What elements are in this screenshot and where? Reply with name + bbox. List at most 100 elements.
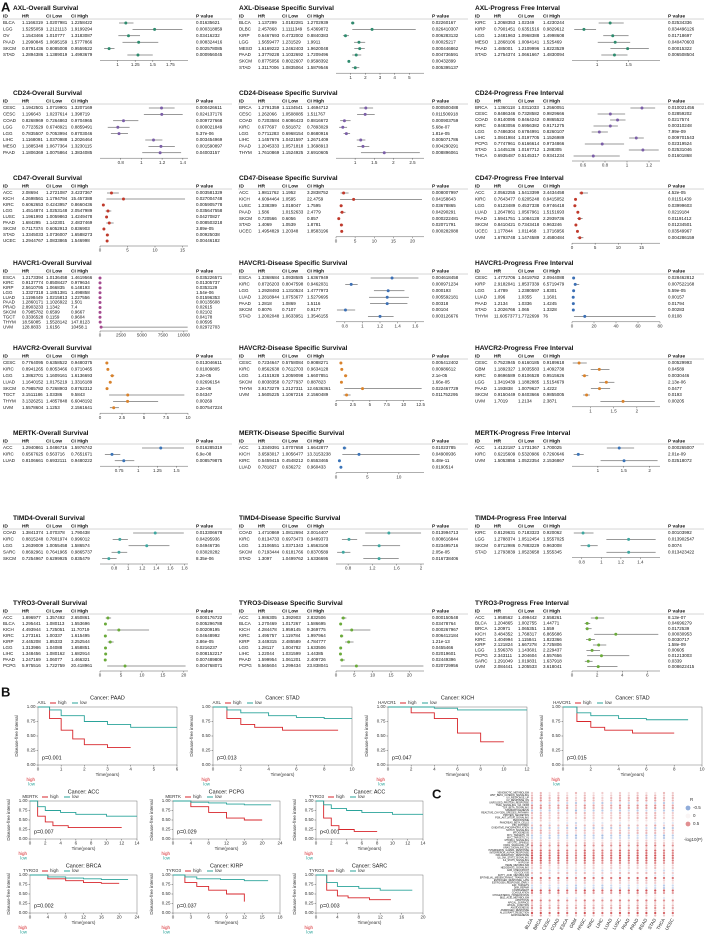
km-gene: HAVCR1 bbox=[378, 700, 396, 705]
heat-dot bbox=[583, 829, 586, 832]
heat-dot bbox=[557, 869, 560, 872]
heat-dot bbox=[583, 889, 586, 892]
heat-dot bbox=[539, 849, 542, 852]
heat-dot bbox=[645, 881, 648, 885]
row-value: 1.2990845 bbox=[22, 39, 44, 44]
y-axis-label: Disease-free interval bbox=[14, 715, 19, 756]
row-value: 0.4732002 bbox=[282, 33, 304, 38]
row-id: KICH bbox=[3, 196, 14, 201]
row-value: 1.3834085 bbox=[71, 150, 93, 155]
row-value: 0.6299925 bbox=[46, 556, 68, 561]
heat-dot bbox=[636, 881, 639, 885]
table-header: ID bbox=[475, 438, 480, 444]
heat-dot bbox=[574, 864, 578, 867]
row-id: ACC bbox=[239, 615, 249, 620]
row-value: 2.6910605 bbox=[307, 150, 329, 155]
x-axis-label: Time(years) bbox=[358, 920, 382, 925]
p-value: p=0.007 bbox=[34, 829, 54, 835]
heat-dot bbox=[530, 796, 534, 800]
heat-dot bbox=[610, 816, 613, 820]
row-id: PAAD bbox=[239, 52, 252, 57]
x-tick-label: 0.8 bbox=[118, 160, 125, 165]
heat-dot bbox=[548, 841, 551, 845]
x-tick-label: 0 bbox=[335, 238, 338, 243]
hr-point bbox=[123, 664, 127, 668]
km-curve bbox=[173, 874, 269, 882]
hr-point bbox=[337, 459, 341, 463]
hr-point bbox=[98, 286, 102, 290]
heat-dot bbox=[557, 904, 560, 907]
heat-dot bbox=[548, 901, 551, 905]
row-id: LGG bbox=[475, 203, 485, 208]
forest-title: CD47-Progress Free Interval bbox=[475, 175, 564, 182]
hr-point bbox=[124, 21, 128, 25]
heat-dot bbox=[574, 796, 578, 800]
row-value: 0.006508504 bbox=[668, 52, 695, 57]
heat-dot bbox=[601, 841, 604, 845]
hr-point bbox=[577, 361, 581, 365]
hr-point bbox=[103, 622, 107, 626]
km-title: Cancer: STAD bbox=[265, 695, 299, 701]
heat-dot bbox=[671, 826, 674, 830]
heat-dot bbox=[583, 864, 586, 867]
row-label: INTERFERON_ALPHA_RESPONSE bbox=[490, 852, 530, 855]
row-id: LGG bbox=[475, 648, 485, 653]
heat-dot bbox=[557, 866, 560, 870]
heat-dot bbox=[636, 891, 639, 895]
heat-dot bbox=[539, 794, 542, 797]
heat-dot bbox=[574, 894, 578, 897]
heat-dot bbox=[645, 914, 648, 917]
x-axis-label: Time(years) bbox=[215, 846, 239, 851]
hr-point bbox=[582, 27, 586, 31]
hr-point bbox=[159, 446, 163, 450]
row-value: 0.7835507 bbox=[22, 131, 44, 136]
row-value: 0.0074 bbox=[668, 543, 682, 548]
heat-dot bbox=[574, 794, 578, 797]
row-value: 1.0499762 bbox=[282, 556, 304, 561]
row-value: 0.8775056 bbox=[258, 59, 280, 64]
km-title: Cancer: PCPG bbox=[209, 789, 245, 795]
row-value: 0.00030953 bbox=[668, 631, 692, 636]
heat-dot bbox=[636, 841, 639, 845]
row-value: 1.2702939 bbox=[307, 20, 329, 25]
row-value: 1.1640152 bbox=[22, 379, 44, 384]
heat-dot bbox=[574, 804, 578, 807]
row-value: 0.8815248 bbox=[22, 537, 44, 542]
row-id: LUSC bbox=[239, 203, 252, 208]
panel-label: B bbox=[1, 684, 10, 699]
heat-dot bbox=[548, 831, 551, 835]
table-header: HR bbox=[22, 523, 30, 529]
row-value: 0.7268903 bbox=[46, 386, 68, 391]
heat-dot bbox=[592, 849, 595, 852]
row-value: 0.006283132 bbox=[432, 33, 459, 38]
heat-dot bbox=[583, 851, 586, 855]
row-value: 0.02972703 bbox=[196, 324, 220, 329]
row-value: 2.0014407 bbox=[307, 530, 329, 535]
km-curve bbox=[213, 706, 339, 731]
x-tick-label: 1 bbox=[626, 163, 629, 168]
row-id: LGG bbox=[3, 373, 13, 378]
y-tick-label: 0.50 bbox=[552, 733, 561, 738]
row-value: 1.0595 bbox=[282, 197, 296, 202]
x-tick-label: 1.25 bbox=[153, 468, 162, 473]
row-value: 4.557656 bbox=[543, 653, 562, 658]
row-id: UVM bbox=[239, 392, 249, 397]
row-label: COMPLEMENT bbox=[512, 889, 529, 892]
heat-dot bbox=[636, 879, 639, 882]
heat-dot bbox=[539, 856, 542, 860]
km-gene: AXL bbox=[212, 700, 221, 705]
heat-dot bbox=[671, 844, 674, 847]
row-value: 1.4069 bbox=[258, 222, 272, 227]
x-tick-label: 0 bbox=[37, 767, 40, 772]
y-tick-label: 0.25 bbox=[19, 827, 28, 832]
row-value: 1.0661667 bbox=[518, 52, 540, 57]
row-value: 0.005905778 bbox=[196, 202, 223, 207]
row-value: 1.0677364 bbox=[46, 144, 68, 149]
row-value: 13.3153238 bbox=[307, 452, 331, 457]
row-label: GLYCOLYSIS bbox=[514, 872, 529, 875]
p-value: p=0.001 bbox=[42, 755, 62, 761]
size-legend-title: -log10(P) bbox=[684, 837, 703, 842]
heat-dot bbox=[627, 859, 630, 862]
heat-dot bbox=[671, 824, 674, 827]
heat-dot bbox=[636, 871, 639, 875]
